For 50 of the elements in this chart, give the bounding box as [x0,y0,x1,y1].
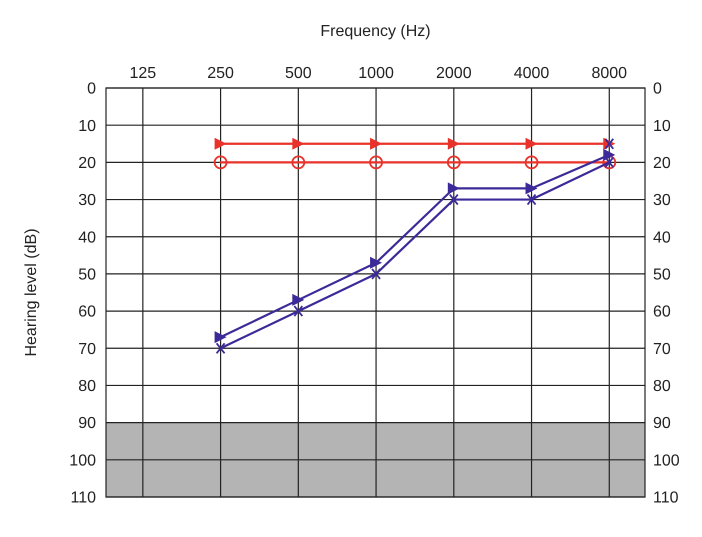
y-tick-label: 10 [78,118,96,135]
y2-tick-label: 30 [653,192,671,210]
point [446,155,461,170]
y-tick-label: 0 [87,80,96,98]
y-tick-label: 50 [78,266,96,284]
y2-tick-label: 20 [653,154,671,172]
x-tick-label: 2000 [436,65,472,82]
x-tick-label: 8000 [591,65,628,82]
point [214,331,227,344]
x-tick-label: 4000 [514,65,550,82]
y-tick-label: 110 [70,490,96,507]
y2-tick-label: 100 [653,452,680,470]
y2-tick-label: 0 [653,80,662,98]
y-axis-title: Hearing level (dB) [23,228,40,357]
y2-tick-label: 60 [653,304,671,321]
y2-tick-label: 50 [653,266,671,284]
point [526,182,538,194]
y-tick-label: 20 [78,154,96,172]
y-tick-label: 30 [78,192,96,210]
x-tick-label: 250 [207,65,234,82]
point [526,194,536,206]
y-tick-label: 80 [78,378,96,396]
y2-tick-label: 80 [653,378,671,396]
point [369,155,383,170]
point [292,294,304,306]
point [291,155,306,170]
y-tick-label: 100 [69,452,96,470]
point [524,155,538,170]
point [292,138,304,150]
x-tick-label: 500 [284,65,312,82]
point [603,148,616,161]
point [448,194,459,206]
x-tick-label: 125 [129,65,156,82]
y-tick-label: 40 [78,229,96,246]
x-axis-title: Frequency (Hz) [320,23,431,40]
x-tick-label: 1000 [358,65,394,82]
point [370,256,382,269]
y2-tick-label: 40 [653,229,671,246]
y2-tick-label: 10 [653,118,671,135]
y-tick-label: 70 [78,340,96,358]
point [216,342,226,354]
y-tick-label: 60 [78,304,96,321]
point [214,155,228,170]
y2-tick-label: 90 [653,415,671,432]
point [293,305,304,317]
y2-tick-label: 70 [653,340,671,358]
y2-tick-label: 110 [653,490,679,507]
point [371,268,381,280]
y-tick-label: 90 [78,415,96,432]
point [448,138,460,150]
